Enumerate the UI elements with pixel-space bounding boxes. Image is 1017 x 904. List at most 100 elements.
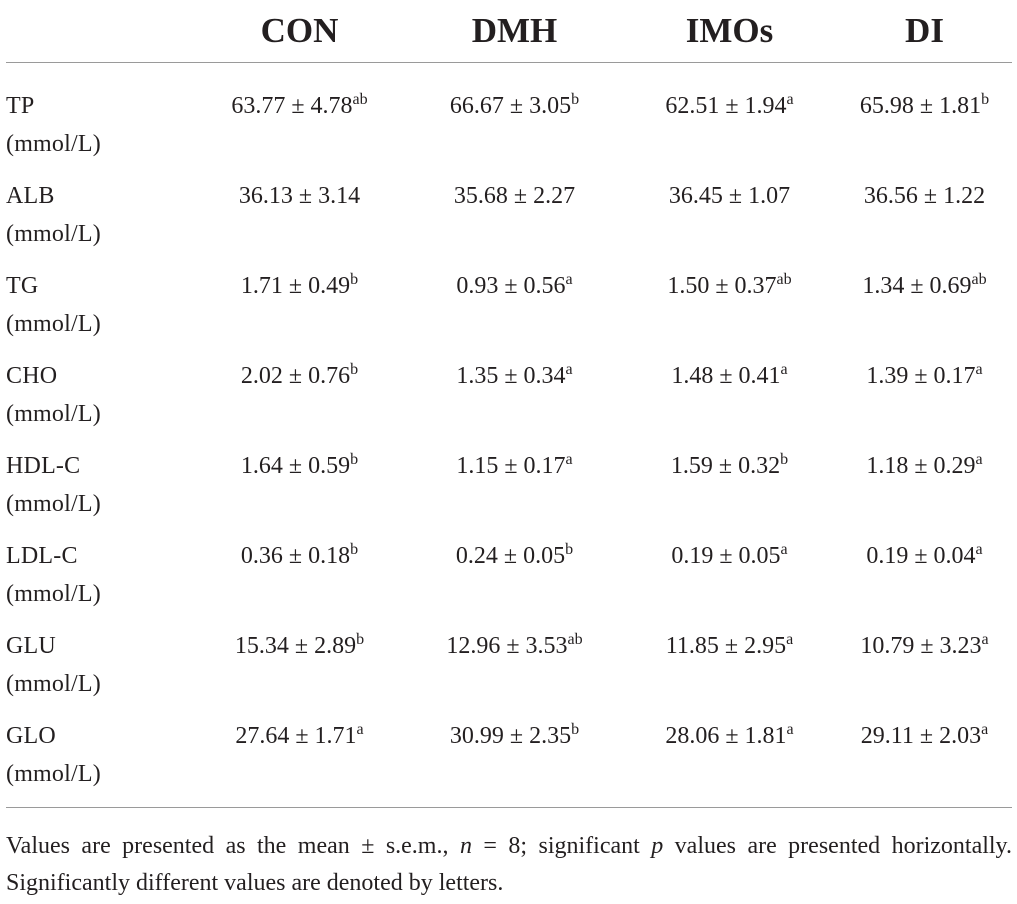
significance-letter: a	[981, 631, 989, 648]
mean-sem-value: 10.79 ± 3.23	[860, 633, 982, 659]
value-cell: 27.64 ± 1.71a	[192, 717, 407, 808]
value-cell: 28.06 ± 1.81a	[622, 717, 837, 808]
footnote-text-2: = 8; significant	[471, 833, 652, 859]
value-cell: 0.24 ± 0.05b	[407, 537, 622, 627]
mean-sem-value: 0.19 ± 0.04	[866, 543, 976, 569]
significance-letter: b	[350, 541, 359, 558]
significance-letter: b	[350, 361, 359, 378]
value-cell: 11.85 ± 2.95a	[622, 627, 837, 717]
significance-letter: a	[786, 91, 794, 108]
significance-letter: ab	[776, 271, 792, 288]
significance-letter: b	[565, 541, 574, 558]
row-parameter-unit: (mmol/L)	[6, 131, 101, 157]
mean-sem-value: 1.50 ± 0.37	[667, 273, 777, 299]
value-cell: 1.50 ± 0.37ab	[622, 267, 837, 357]
mean-sem-value: 1.15 ± 0.17	[456, 453, 566, 479]
row-label-cell: TP (mmol/L)	[6, 63, 192, 178]
table-row: ALB (mmol/L) 36.13 ± 3.14 35.68 ± 2.27 36.45…	[6, 177, 1012, 267]
value-cell: 62.51 ± 1.94a	[622, 63, 837, 178]
table-row: TG (mmol/L) 1.71 ± 0.49b 0.93 ± 0.56a 1.50 ±…	[6, 267, 1012, 357]
row-parameter-unit: (mmol/L)	[6, 401, 101, 427]
significance-letter: a	[780, 361, 788, 378]
row-parameter-unit: (mmol/L)	[6, 581, 101, 607]
serum-biochemistry-table: CON DMH IMOs DI TP (mmol/L) 63.77 ± 4.78ab…	[6, 0, 1012, 808]
header-imos: IMOs	[622, 0, 837, 63]
value-cell: 1.34 ± 0.69ab	[837, 267, 1012, 357]
significance-letter: a	[780, 541, 788, 558]
significance-letter: a	[981, 721, 989, 738]
row-parameter-unit: (mmol/L)	[6, 311, 101, 337]
value-cell: 0.36 ± 0.18b	[192, 537, 407, 627]
value-cell: 30.99 ± 2.35b	[407, 717, 622, 808]
row-label-cell: TG (mmol/L)	[6, 267, 192, 357]
mean-sem-value: 1.64 ± 0.59	[240, 453, 351, 479]
value-cell: 1.59 ± 0.32b	[622, 447, 837, 537]
mean-sem-value: 62.51 ± 1.94	[665, 93, 787, 119]
value-cell: 66.67 ± 3.05b	[407, 63, 622, 178]
mean-sem-value: 2.02 ± 0.76	[240, 363, 351, 389]
mean-sem-value: 11.85 ± 2.95	[665, 633, 787, 659]
mean-sem-value: 30.99 ± 2.35	[449, 723, 572, 749]
mean-sem-value: 63.77 ± 4.78	[231, 93, 353, 119]
row-parameter-name: GLO	[6, 723, 56, 749]
value-cell: 36.56 ± 1.22	[837, 177, 1012, 267]
mean-sem-value: 27.64 ± 1.71	[235, 723, 357, 749]
significance-letter: a	[565, 361, 573, 378]
footnote-text-3: values are presented horizontally. Signi…	[6, 833, 1012, 896]
table-row: LDL-C (mmol/L) 0.36 ± 0.18b 0.24 ± 0.05b 0.1…	[6, 537, 1012, 627]
value-cell: 29.11 ± 2.03a	[837, 717, 1012, 808]
mean-sem-value: 36.56 ± 1.22	[863, 183, 986, 209]
value-cell: 0.19 ± 0.05a	[622, 537, 837, 627]
value-cell: 1.64 ± 0.59b	[192, 447, 407, 537]
row-label-cell: GLO (mmol/L)	[6, 717, 192, 808]
mean-sem-value: 66.67 ± 3.05	[449, 93, 572, 119]
row-parameter-name: HDL-C	[6, 453, 81, 479]
value-cell: 1.39 ± 0.17a	[837, 357, 1012, 447]
mean-sem-value: 36.45 ± 1.07	[668, 183, 791, 209]
row-parameter-name: CHO	[6, 363, 58, 389]
significance-letter: a	[975, 541, 983, 558]
significance-letter: ab	[567, 631, 583, 648]
mean-sem-value: 1.59 ± 0.32	[670, 453, 781, 479]
significance-letter: b	[981, 91, 990, 108]
row-parameter-name: ALB	[6, 183, 55, 209]
mean-sem-value: 28.06 ± 1.81	[665, 723, 787, 749]
mean-sem-value: 0.24 ± 0.05	[455, 543, 566, 569]
mean-sem-value: 1.34 ± 0.69	[862, 273, 972, 299]
value-cell: 1.15 ± 0.17a	[407, 447, 622, 537]
value-cell: 1.18 ± 0.29a	[837, 447, 1012, 537]
mean-sem-value: 0.36 ± 0.18	[240, 543, 351, 569]
value-cell: 10.79 ± 3.23a	[837, 627, 1012, 717]
value-cell: 1.35 ± 0.34a	[407, 357, 622, 447]
value-cell: 35.68 ± 2.27	[407, 177, 622, 267]
row-label-cell: HDL-C (mmol/L)	[6, 447, 192, 537]
mean-sem-value: 12.96 ± 3.53	[446, 633, 568, 659]
row-label-cell: GLU (mmol/L)	[6, 627, 192, 717]
mean-sem-value: 1.39 ± 0.17	[866, 363, 976, 389]
mean-sem-value: 65.98 ± 1.81	[859, 93, 982, 119]
footnote-p-symbol: p	[651, 833, 664, 859]
header-di: DI	[837, 0, 1012, 63]
significance-letter: a	[975, 361, 983, 378]
value-cell: 0.19 ± 0.04a	[837, 537, 1012, 627]
row-label-cell: ALB (mmol/L)	[6, 177, 192, 267]
footnote-n-symbol: n	[459, 833, 472, 859]
significance-letter: a	[786, 631, 794, 648]
header-dmh: DMH	[407, 0, 622, 63]
value-cell: 2.02 ± 0.76b	[192, 357, 407, 447]
table-header-row: CON DMH IMOs DI	[6, 0, 1012, 63]
header-corner-cell	[6, 0, 192, 63]
value-cell: 1.71 ± 0.49b	[192, 267, 407, 357]
significance-letter: a	[356, 721, 364, 738]
table-footnote: Values are presented as the mean ± s.e.m…	[6, 828, 1012, 902]
value-cell: 36.13 ± 3.14	[192, 177, 407, 267]
table-row: HDL-C (mmol/L) 1.64 ± 0.59b 1.15 ± 0.17a 1.5…	[6, 447, 1012, 537]
significance-letter: b	[780, 451, 789, 468]
header-con: CON	[192, 0, 407, 63]
value-cell: 63.77 ± 4.78ab	[192, 63, 407, 178]
significance-letter: ab	[352, 91, 368, 108]
value-cell: 0.93 ± 0.56a	[407, 267, 622, 357]
mean-sem-value: 0.93 ± 0.56	[456, 273, 566, 299]
footnote-text-1: Values are presented as the mean ± s.e.m…	[6, 833, 460, 859]
value-cell: 1.48 ± 0.41a	[622, 357, 837, 447]
